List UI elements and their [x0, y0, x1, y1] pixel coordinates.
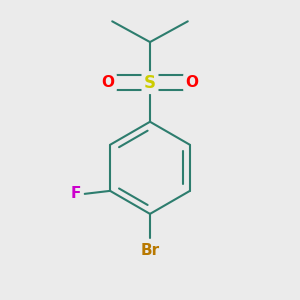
Text: Br: Br: [140, 242, 160, 257]
Text: O: O: [101, 75, 115, 90]
Text: O: O: [185, 75, 199, 90]
Text: F: F: [71, 186, 81, 201]
Text: S: S: [144, 74, 156, 92]
